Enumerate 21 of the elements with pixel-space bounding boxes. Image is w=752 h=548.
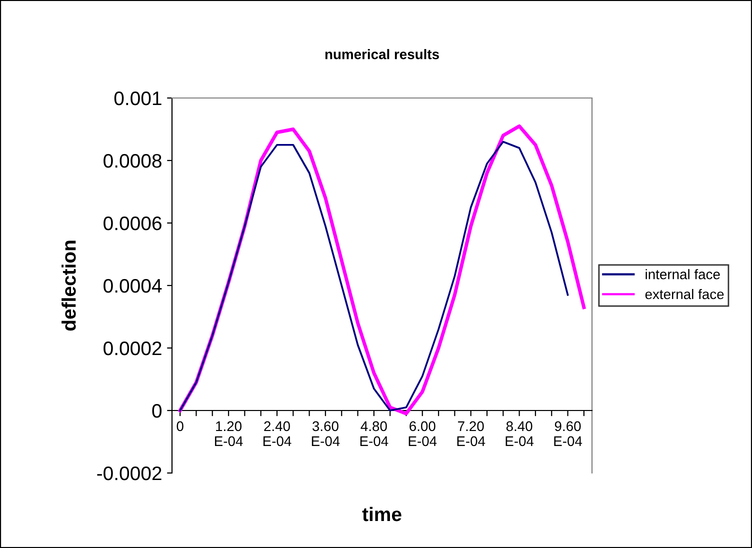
chart-title: numerical results [325, 49, 439, 60]
x-tick-label: 9.60 E-04 [554, 421, 582, 446]
x-tick-label: 4.80 E-04 [360, 421, 388, 446]
y-tick-label: -0.0002 [97, 466, 162, 480]
x-axis-title: time [362, 506, 402, 522]
x-tick-label: 7.20 E-04 [457, 421, 486, 446]
legend-label: external face [645, 288, 724, 300]
x-tick-label: 8.40 E-04 [506, 421, 534, 446]
y-tick-label: 0.0004 [104, 278, 162, 293]
x-tick-label: 6.00 E-04 [408, 421, 437, 446]
x-tick-label: 2.40 E-04 [263, 421, 292, 446]
x-tick-label: 3.60 E-04 [312, 421, 340, 446]
x-tick-label: 1.20 E-04 [215, 421, 243, 446]
x-tick-label: 0 [176, 421, 184, 432]
y-tick-label: 0.0008 [104, 154, 162, 168]
legend-label: internal face [646, 269, 720, 280]
y-tick-label: 0.0006 [104, 216, 162, 230]
y-tick-label: 0 [152, 404, 162, 418]
y-tick-label: 0.0002 [104, 341, 162, 356]
y-tick-label: 0.001 [114, 91, 162, 106]
y-axis-title: deflection [62, 240, 76, 331]
